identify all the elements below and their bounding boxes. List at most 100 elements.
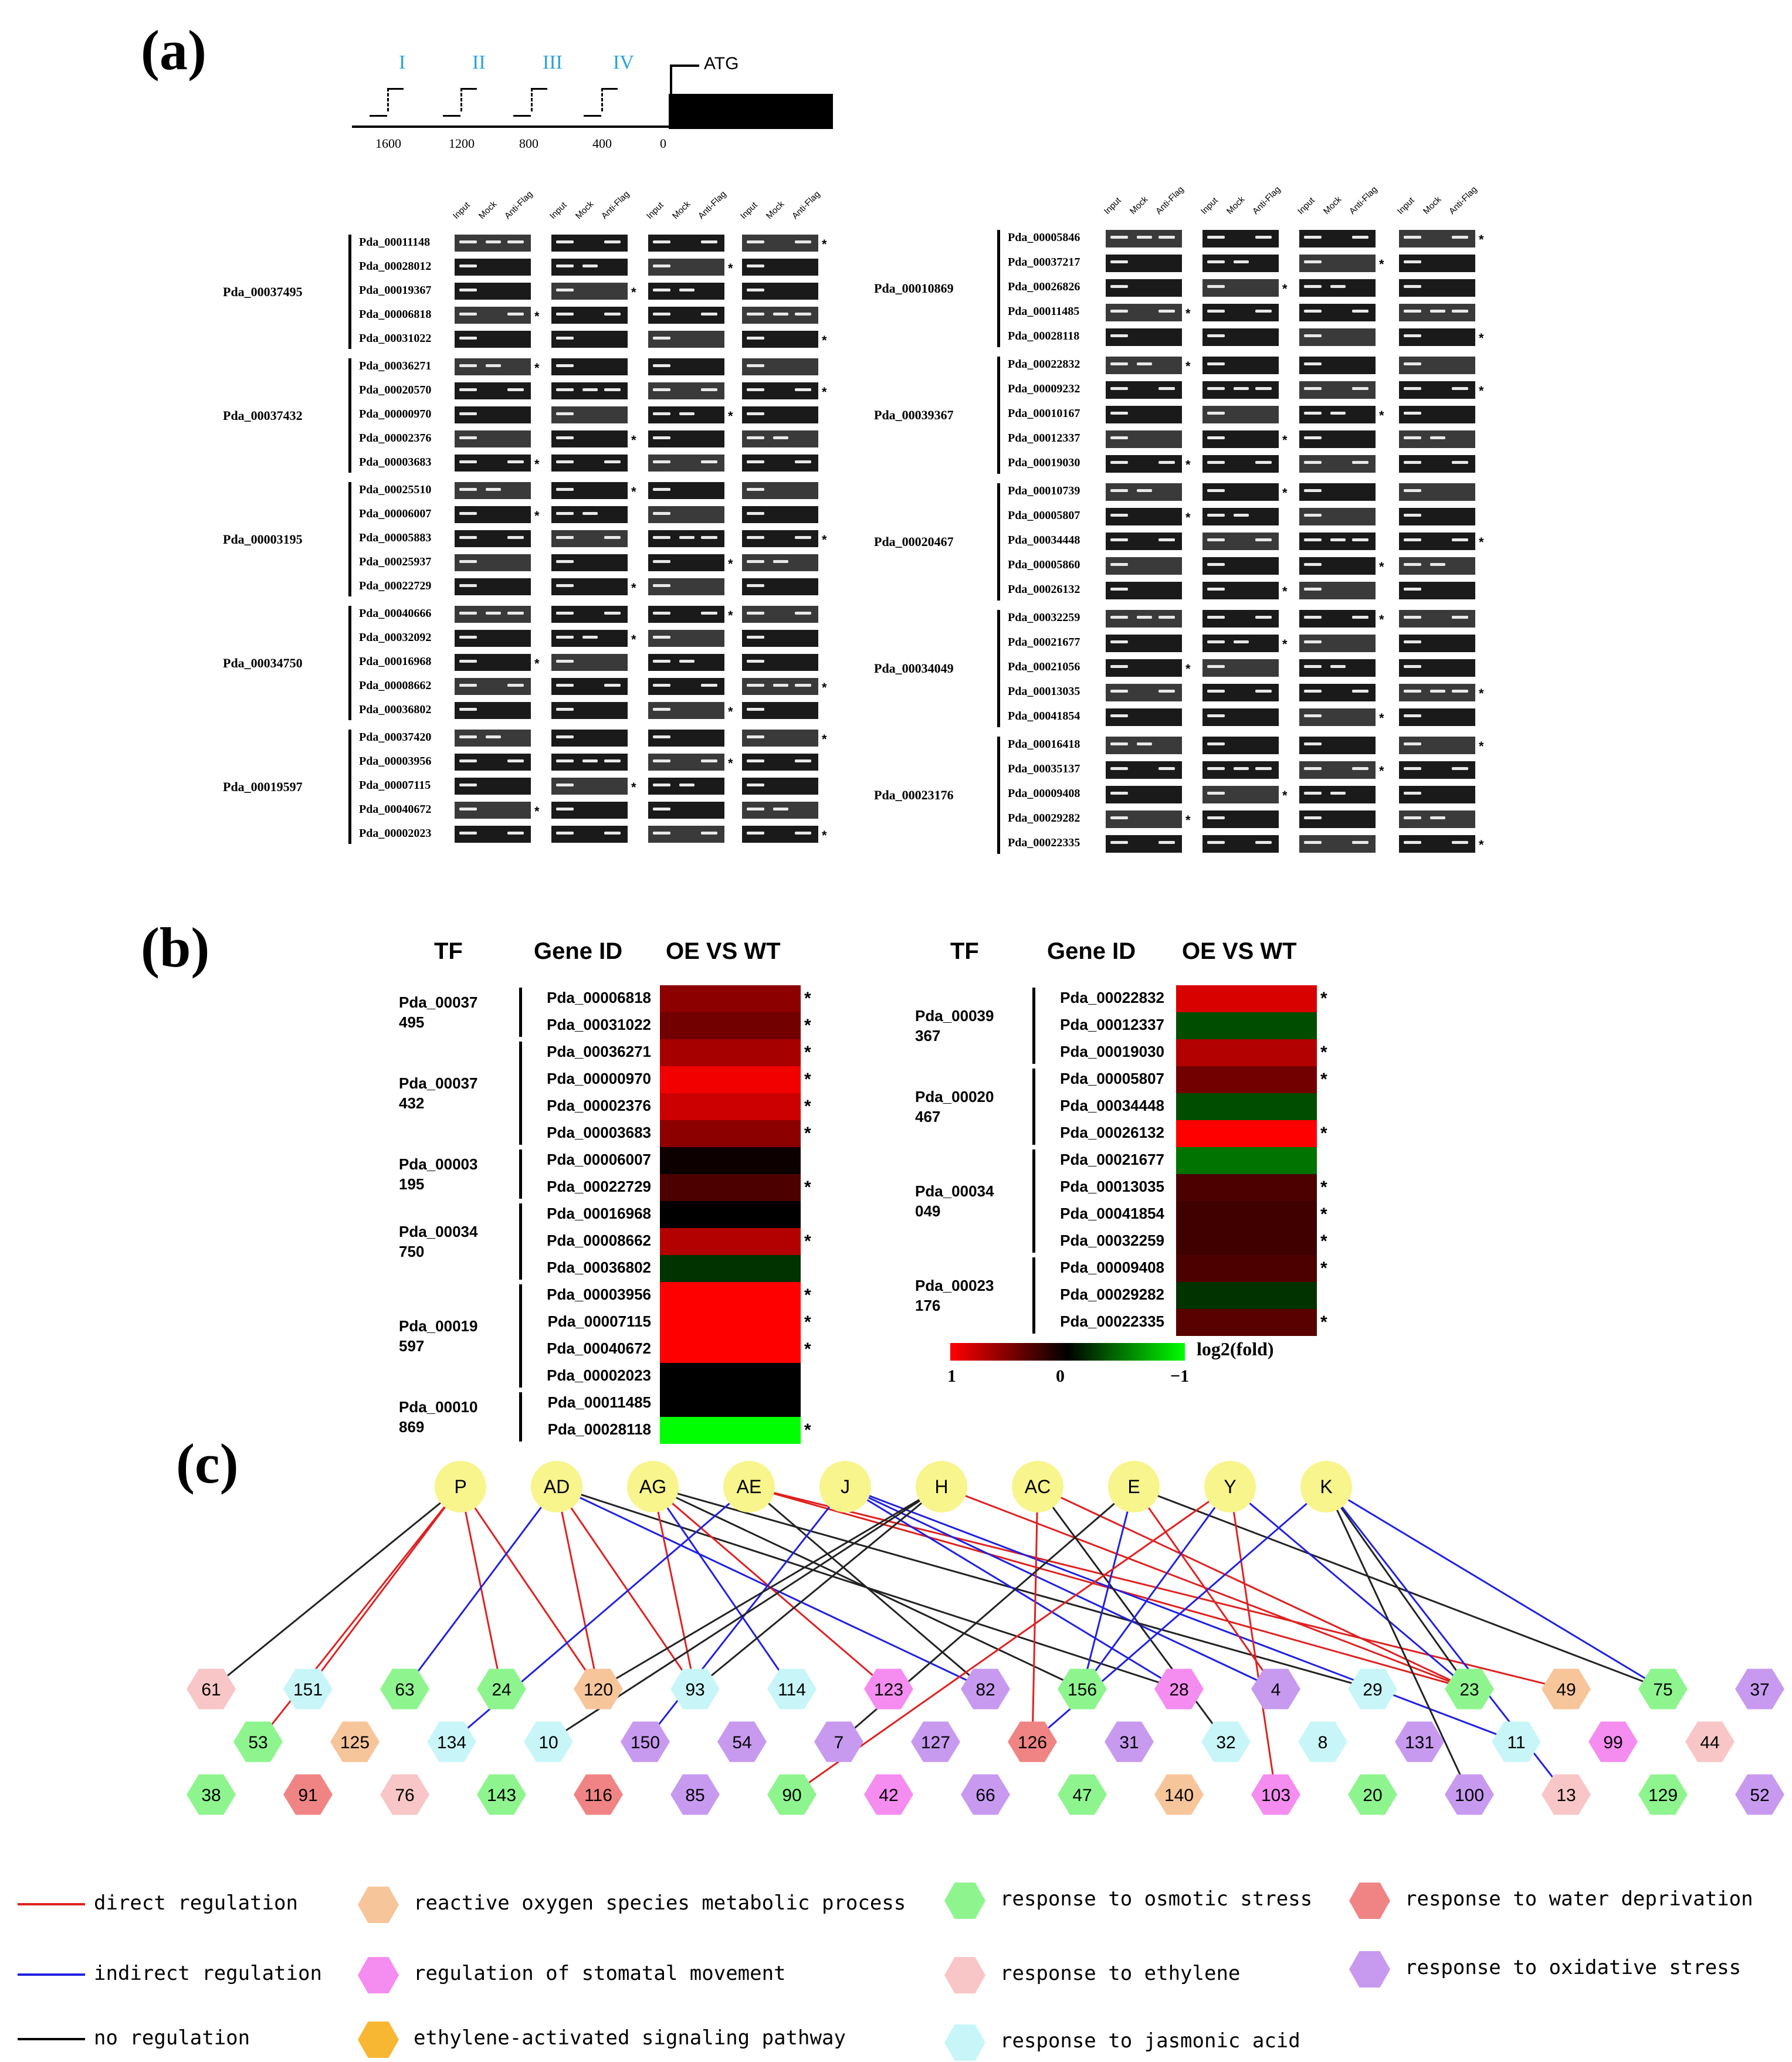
gel-lane [1299, 406, 1376, 423]
node-label: 10 [538, 1733, 558, 1752]
pcr-band [556, 289, 574, 291]
gel-lane [1106, 430, 1182, 448]
target-gene-node: 29 [1348, 1668, 1397, 1710]
heatmap-gene-label: Pda_00036271 [547, 1043, 651, 1060]
gel-lane [1299, 810, 1376, 828]
node-shape [477, 1668, 526, 1710]
gel-lane [1106, 708, 1182, 726]
primer-fwd [387, 88, 404, 90]
pcr-band [795, 388, 811, 391]
pcr-band [1207, 514, 1225, 517]
enrichment-star: * [534, 361, 540, 375]
pcr-band [701, 313, 717, 316]
chip-gene-label: Pda_00028118 [1008, 330, 1080, 342]
node-label: 82 [975, 1680, 995, 1700]
pcr-band [604, 832, 621, 835]
primer-fwd-tick [387, 88, 391, 111]
tf-node-circle [531, 1461, 582, 1512]
network-edge-red [257, 1486, 462, 1742]
gel-lane [742, 702, 818, 719]
pcr-band [507, 240, 524, 243]
gel-lane [1299, 557, 1376, 575]
heatmap-tf-line: 176 [915, 1297, 941, 1314]
pcr-band [1404, 640, 1421, 643]
heatmap-cell [660, 1093, 801, 1120]
gel-lane [551, 678, 628, 695]
gel-lane [1202, 508, 1279, 525]
heatmap-bracket [1032, 1069, 1035, 1145]
pcr-band [1304, 640, 1322, 643]
target-gene-node: 10 [524, 1721, 573, 1762]
pcr-band [1110, 841, 1128, 844]
node-shape [1251, 1774, 1300, 1815]
node-label: 8 [1318, 1733, 1328, 1752]
pcr-band [1158, 387, 1175, 390]
gel-column-header: Mock [476, 199, 499, 221]
heatmap-gene-label: Pda_00002023 [547, 1366, 651, 1384]
node-label: 28 [1169, 1680, 1188, 1700]
node-label: 114 [778, 1680, 806, 1700]
gel-lane [455, 606, 531, 623]
gel-lane [455, 331, 531, 348]
gel-lane [1106, 557, 1182, 575]
gel-lane [648, 307, 724, 324]
pcr-band [701, 684, 717, 687]
chip-gene-label: Pda_00010167 [1008, 407, 1080, 420]
pcr-band [1452, 690, 1468, 693]
chip-gene-label: Pda_00021056 [1008, 660, 1080, 673]
target-gene-node: 82 [961, 1668, 1010, 1710]
gel-lane [742, 754, 818, 771]
network-edge-black [652, 1486, 1083, 1690]
pcr-band [556, 512, 574, 515]
pcr-band [1330, 792, 1346, 795]
pcr-band [459, 832, 477, 835]
heatmap-gene-label: Pda_00016968 [547, 1205, 651, 1222]
node-shape [1638, 1668, 1688, 1710]
primer-fwd [601, 88, 618, 90]
significance-star: * [804, 989, 811, 1008]
pcr-band [1452, 461, 1468, 464]
heatmap-cell [1176, 985, 1317, 1012]
legend-line-label: direct regulation [94, 1891, 298, 1915]
primer-rev [443, 115, 460, 117]
tf-node-circle [1108, 1461, 1160, 1512]
heatmap-cell [1176, 1255, 1317, 1282]
target-gene-node: 28 [1154, 1668, 1204, 1710]
heatmap-bracket [519, 1149, 522, 1199]
pcr-band [1158, 767, 1175, 770]
heatmap-tf-line: Pda_00023 [915, 1277, 994, 1294]
primer-rev [513, 115, 531, 117]
node-label: 31 [1119, 1733, 1139, 1752]
gel-lane [1106, 810, 1182, 828]
pcr-band [1304, 665, 1322, 668]
node-shape [717, 1721, 767, 1762]
gel-lane [742, 678, 818, 695]
pcr-band [459, 584, 477, 587]
chip-gene-label: Pda_00036802 [359, 703, 432, 716]
significance-star: * [804, 1232, 811, 1251]
chip-gene-label: Pda_00011148 [359, 236, 431, 249]
node-label: 150 [631, 1733, 660, 1752]
pcr-band [1158, 236, 1175, 239]
node-label: 38 [201, 1786, 221, 1805]
target-gene-node: 116 [574, 1774, 623, 1815]
pcr-band [556, 808, 574, 810]
gel-lane [1202, 810, 1279, 828]
chip-gene-label: Pda_00019367 [359, 284, 432, 297]
node-label: 93 [685, 1680, 704, 1700]
target-gene-node: 126 [1008, 1721, 1057, 1762]
target-gene-node: 24 [477, 1668, 526, 1710]
heatmap-tf-line: Pda_00003 [399, 1155, 478, 1173]
gel-lane [1202, 761, 1279, 779]
enrichment-star: * [1379, 408, 1384, 423]
network-edge-red [1031, 1486, 1039, 1742]
pcr-band [1110, 616, 1128, 619]
heatmap-tf-label: Pda_00037 432 [399, 1073, 477, 1113]
tf-node-label: AE [737, 1476, 762, 1497]
target-gene-node: 150 [621, 1721, 670, 1762]
node-label: 125 [340, 1733, 370, 1752]
chip-gene-label: Pda_00025510 [359, 483, 432, 496]
target-gene-node: 114 [767, 1668, 817, 1710]
heatmap-gene-header: Gene ID [534, 938, 623, 964]
node-shape [911, 1721, 960, 1762]
